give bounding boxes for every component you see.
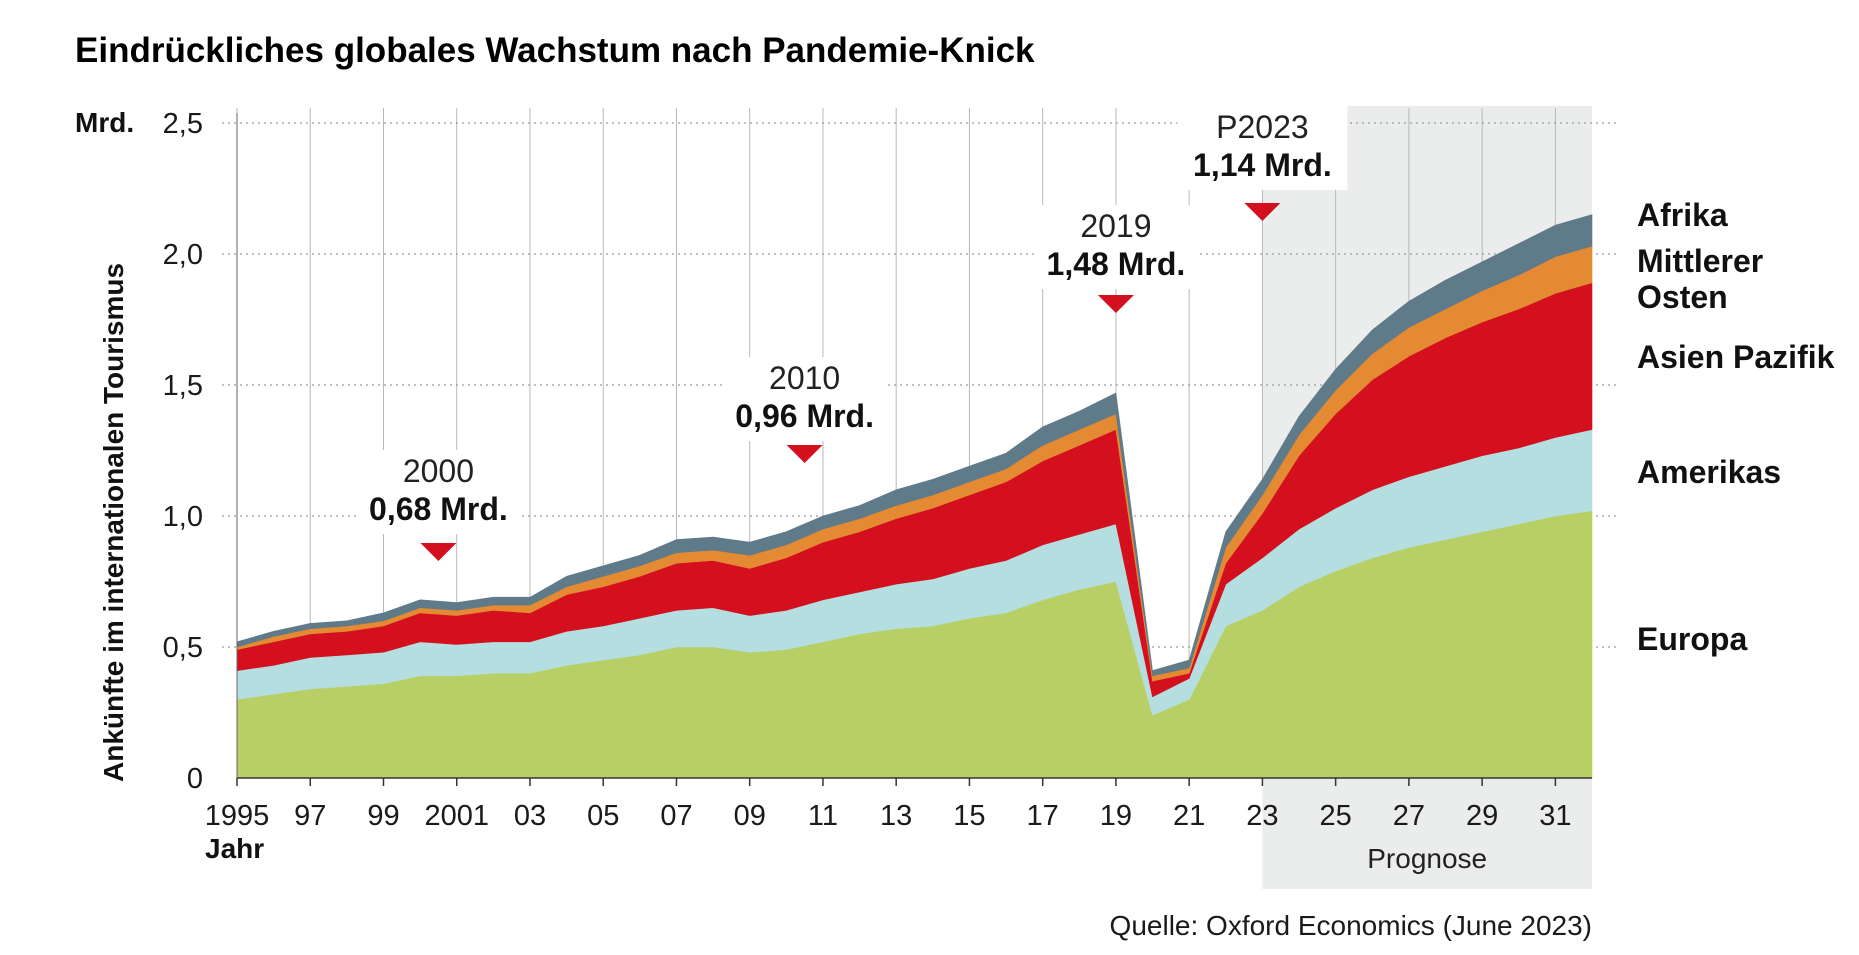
x-tick-label: 29: [1466, 800, 1498, 832]
callout-year: 2019: [1080, 208, 1151, 244]
x-tick-label: 03: [514, 800, 546, 832]
callout-value: 0,96 Mrd.: [735, 398, 874, 434]
x-tick-label: 11: [808, 800, 838, 832]
x-tick-label: 97: [294, 800, 326, 832]
y-tick-label: 1,0: [163, 501, 203, 533]
callout-box: [724, 357, 885, 441]
callout-year: 2000: [403, 453, 474, 489]
callout-marker: [1097, 295, 1134, 313]
y-tick-label: 2,0: [163, 239, 203, 271]
y-tick-label: 2,5: [163, 108, 203, 140]
callout-year: P2023: [1216, 109, 1309, 145]
x-tick-label: 25: [1320, 800, 1352, 832]
legend-label-asien-pazifik: Asien Pazifik: [1637, 339, 1835, 375]
x-tick-label: 15: [953, 800, 985, 832]
callout-value: 0,68 Mrd.: [369, 491, 508, 527]
callout-value: 1,14 Mrd.: [1193, 147, 1332, 183]
x-tick-label: 31: [1539, 800, 1571, 832]
legend-label-amerikas: Amerikas: [1637, 454, 1781, 490]
chart-title: Eindrückliches globales Wachstum nach Pa…: [75, 31, 1035, 70]
y-tick-label: 1,5: [163, 370, 203, 402]
x-axis-label: Jahr: [205, 833, 264, 864]
forecast-label: Prognose: [1367, 843, 1487, 874]
y-tick-label: 0,5: [163, 632, 203, 664]
callout-year: 2010: [769, 360, 840, 396]
x-tick-label: 2001: [424, 800, 489, 832]
source-note: Quelle: Oxford Economics (June 2023): [1110, 910, 1592, 941]
x-tick-label: 09: [734, 800, 766, 832]
x-tick-label: 99: [367, 800, 399, 832]
legend-label-afrika: Afrika: [1637, 197, 1728, 233]
callout-marker: [1244, 203, 1281, 221]
x-tick-label: 21: [1173, 800, 1205, 832]
x-tick-label: 27: [1393, 800, 1425, 832]
y-unit-label: Mrd.: [75, 107, 134, 138]
callout-value: 1,48 Mrd.: [1047, 246, 1186, 282]
x-tick-label: 13: [880, 800, 912, 832]
callout-marker: [420, 543, 457, 561]
x-tick-label: 1995: [205, 800, 270, 832]
callout-box: [358, 450, 519, 534]
x-tick-label: 23: [1246, 800, 1278, 832]
y-axis-label: Ankünfte im internationalen Tourismus: [98, 263, 129, 782]
callout-box: [1177, 106, 1348, 190]
x-tick-label: 17: [1027, 800, 1059, 832]
legend-label-europa: Europa: [1637, 621, 1747, 657]
area-afrika: [236, 214, 1593, 677]
callout-marker: [786, 445, 823, 463]
axes: 0 0,5 1,0 1,5 2,0 2,5 1995 97 99 2001 03 05 07 09 11 13…: [163, 108, 1592, 832]
legend-label-mittlerer-osten: Mittlerer Osten: [1637, 243, 1763, 315]
x-tick-label: 19: [1100, 800, 1132, 832]
callout-box: [1035, 205, 1196, 289]
legend: Afrika Mittlerer Osten Asien Pazifik Amerika…: [1637, 197, 1835, 657]
y-tick-label: 0: [187, 763, 203, 795]
stacked-areas: [236, 214, 1593, 779]
x-tick-label: 05: [587, 800, 619, 832]
x-tick-label: 07: [660, 800, 692, 832]
